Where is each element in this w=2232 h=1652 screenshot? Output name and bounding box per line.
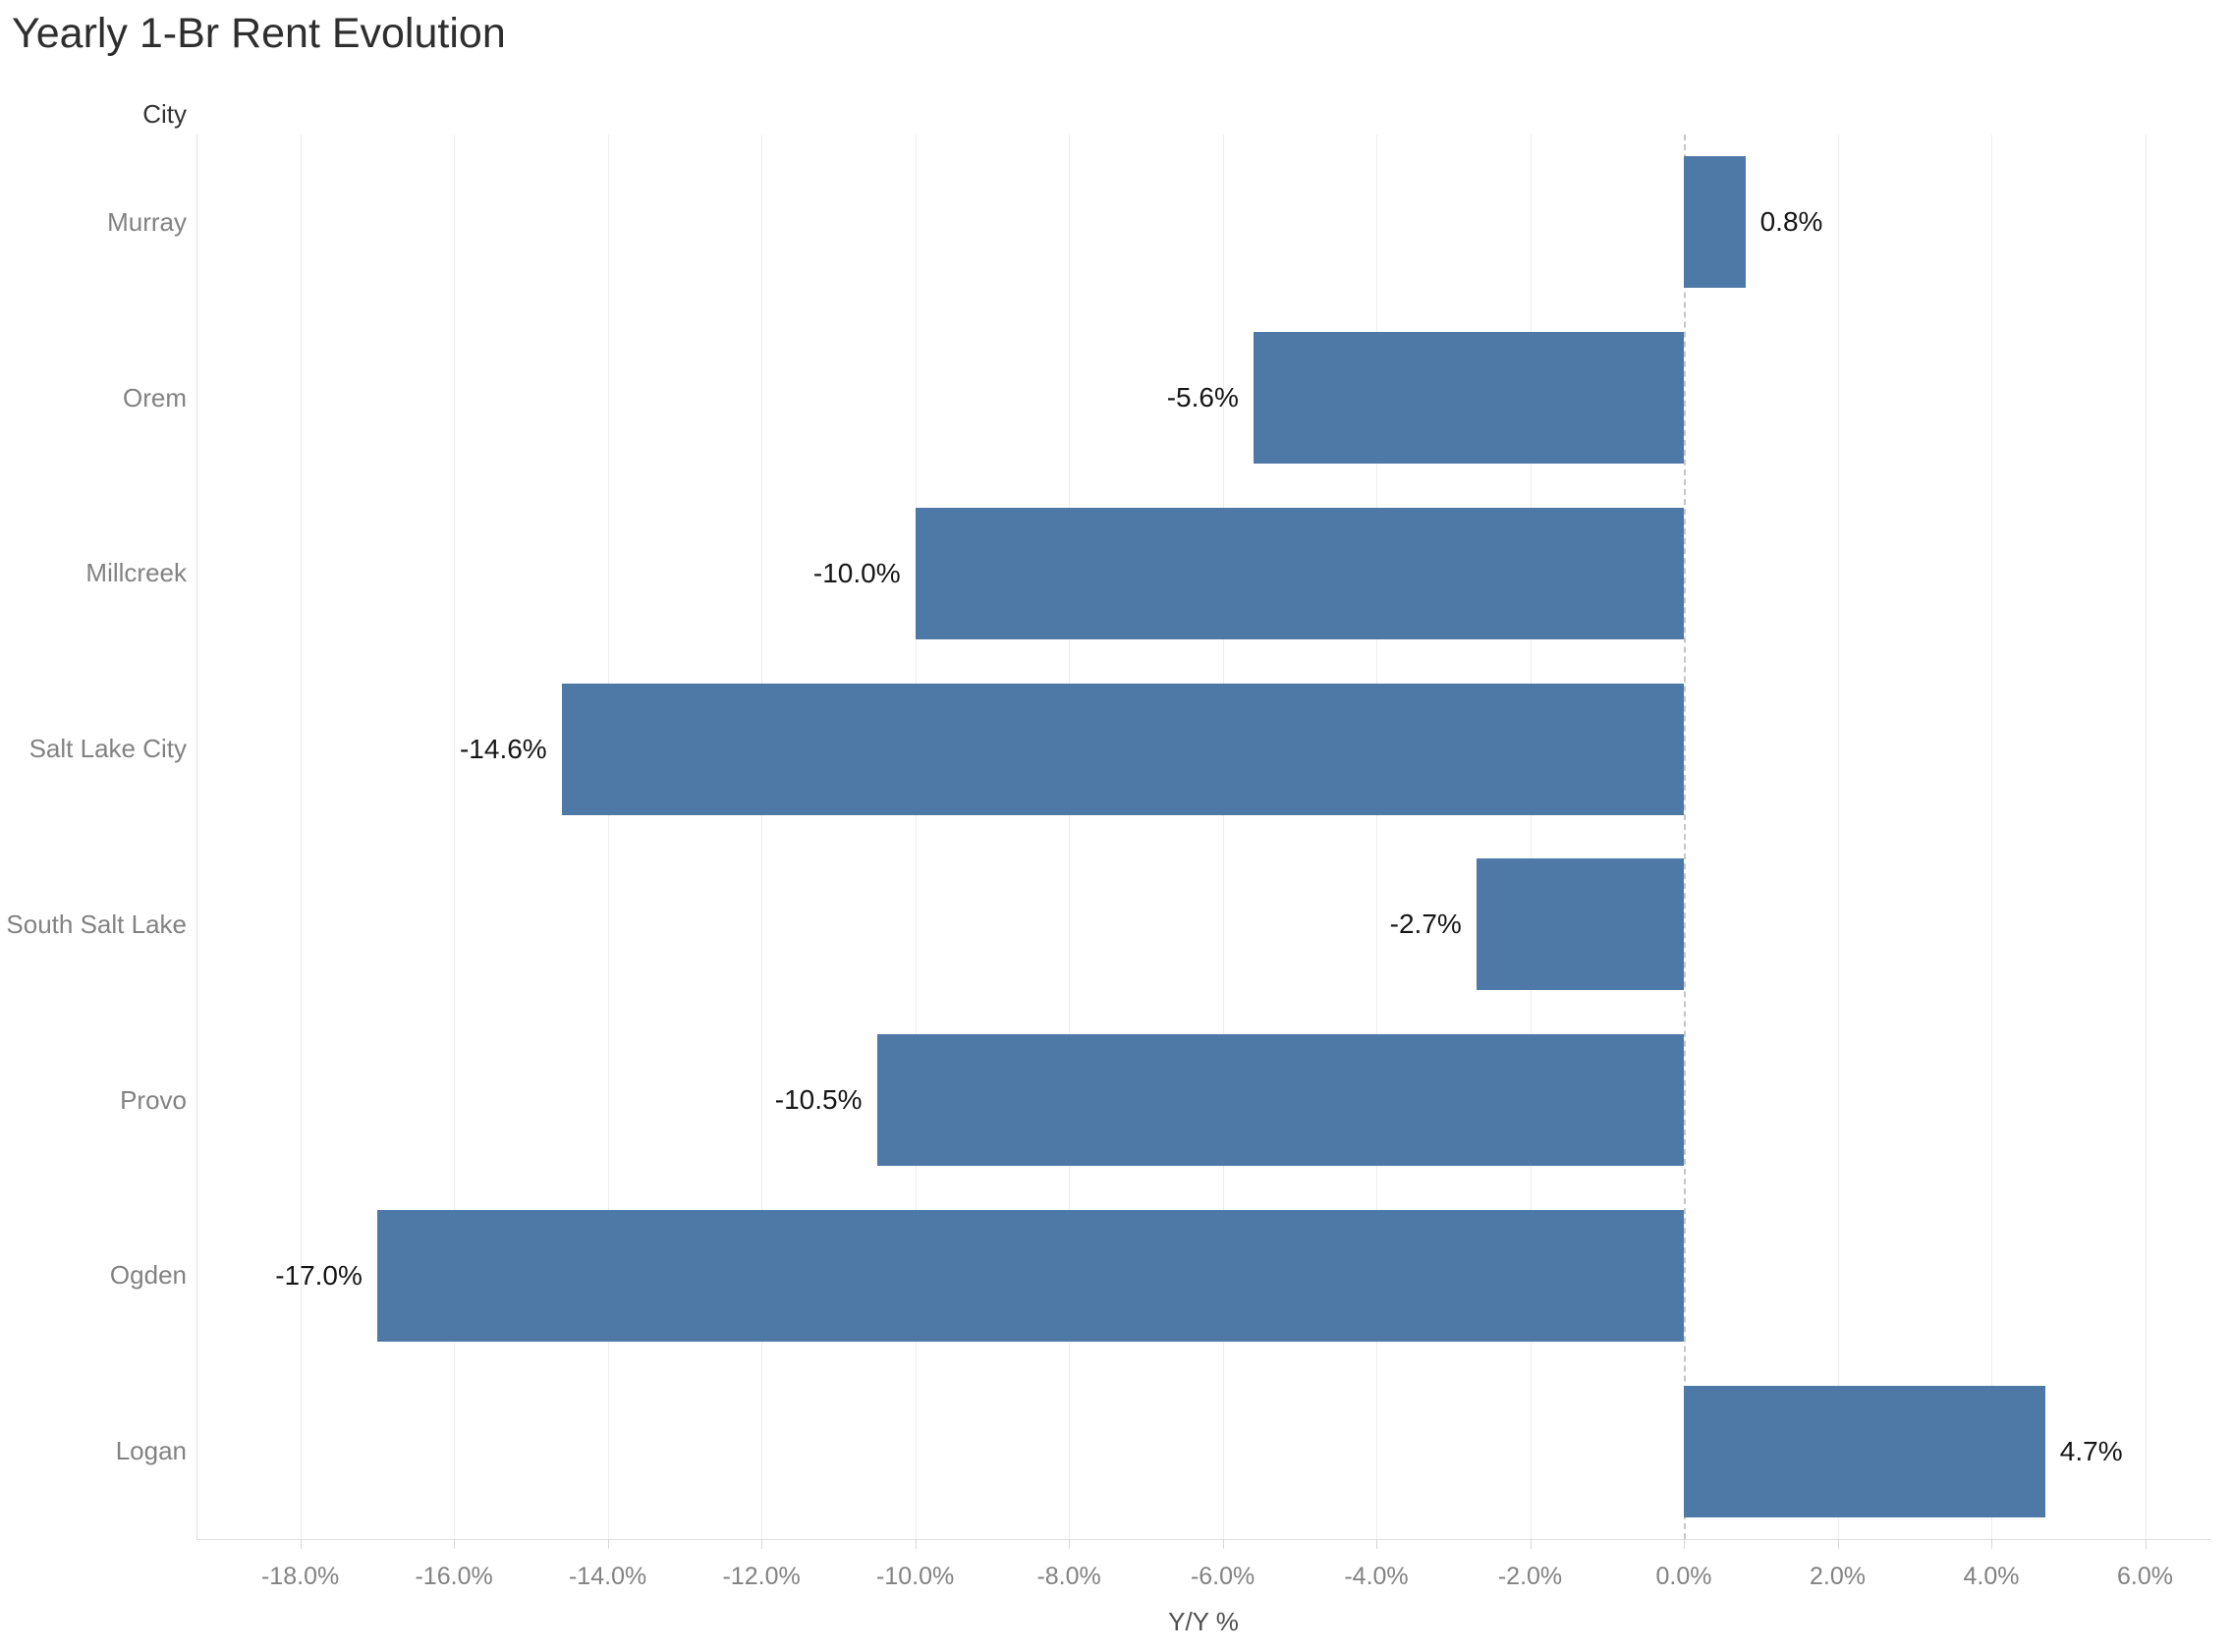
bar-logan[interactable] xyxy=(1684,1385,2045,1517)
gridline-12 xyxy=(761,135,763,1539)
x-tick-mark-8 xyxy=(1069,1539,1071,1549)
x-tick-label-2: 2.0% xyxy=(1810,1563,1866,1590)
x-tick-label-8: -8.0% xyxy=(1036,1563,1101,1590)
bar-ogden[interactable] xyxy=(376,1209,1685,1342)
x-tick-mark-4 xyxy=(1376,1539,1377,1549)
x-tick-label-18: -18.0% xyxy=(260,1563,340,1590)
x-axis-title: Y/Y % xyxy=(1168,1607,1239,1636)
x-tick-label-12: -12.0% xyxy=(722,1563,801,1590)
x-tick-label-10: -10.0% xyxy=(875,1563,955,1590)
x-tick-label-4: -4.0% xyxy=(1344,1563,1409,1590)
x-tick-mark-6 xyxy=(2145,1539,2147,1549)
bar-millcreek[interactable] xyxy=(915,507,1684,639)
x-tick-label-4: 4.0% xyxy=(1963,1563,2020,1590)
city-label-salt-lake-city: Salt Lake City xyxy=(28,734,187,764)
x-tick-label-6: -6.0% xyxy=(1190,1563,1256,1590)
x-tick-label-6: 6.0% xyxy=(2117,1563,2173,1590)
bar-salt-lake-city[interactable] xyxy=(561,683,1685,815)
gridline-6 xyxy=(1222,135,1224,1539)
x-tick-mark-10 xyxy=(915,1539,917,1549)
gridline-14 xyxy=(607,135,609,1539)
bar-murray[interactable] xyxy=(1684,156,1746,289)
city-label-provo: Provo xyxy=(120,1084,187,1115)
x-tick-label-14: -14.0% xyxy=(568,1563,647,1590)
value-label-orem: -5.6% xyxy=(1166,382,1239,413)
city-label-logan: Logan xyxy=(115,1436,187,1466)
x-tick-mark-18 xyxy=(300,1539,302,1549)
value-label-ogden: -17.0% xyxy=(275,1259,363,1291)
x-tick-mark-14 xyxy=(607,1539,609,1549)
value-label-south-salt-lake: -2.7% xyxy=(1389,909,1462,940)
x-tick-label-16: -16.0% xyxy=(415,1563,493,1590)
zero-reference-line xyxy=(1684,135,1686,1539)
gridline-18 xyxy=(300,135,302,1539)
value-label-logan: 4.7% xyxy=(2059,1435,2123,1466)
bar-south-salt-lake[interactable] xyxy=(1476,858,1685,991)
x-tick-mark-2 xyxy=(1837,1539,1839,1549)
value-label-millcreek: -10.0% xyxy=(812,557,901,588)
x-axis-line xyxy=(196,1539,2210,1540)
x-tick-mark-6 xyxy=(1222,1539,1224,1549)
x-tick-label-0: 0.0% xyxy=(1655,1563,1712,1590)
city-label-millcreek: Millcreek xyxy=(85,558,187,588)
x-tick-mark-0 xyxy=(1684,1539,1685,1549)
plot-area: 0.8% -5.6% -10.0% -14.6% -2.7% -10.5% -17.0% 4.… xyxy=(196,135,2210,1539)
x-tick-mark-12 xyxy=(761,1539,763,1549)
gridline-2 xyxy=(1837,135,1839,1539)
chart-title: Yearly 1-Br Rent Evolution xyxy=(12,10,506,57)
gridline-4 xyxy=(1376,135,1377,1539)
gridline-4 xyxy=(1991,135,1992,1539)
value-label-murray: 0.8% xyxy=(1759,206,1823,238)
city-label-south-salt-lake: South Salt Lake xyxy=(6,909,187,939)
gridline-6 xyxy=(2145,135,2147,1539)
city-label-orem: Orem xyxy=(123,382,187,413)
x-tick-mark-2 xyxy=(1530,1539,1532,1549)
value-label-salt-lake-city: -14.6% xyxy=(459,733,547,764)
x-tick-mark-4 xyxy=(1991,1539,1992,1549)
city-label-murray: Murray xyxy=(107,206,187,237)
x-tick-mark-16 xyxy=(454,1539,456,1549)
y-axis-field-label: City xyxy=(142,99,187,129)
value-label-provo: -10.5% xyxy=(774,1084,863,1116)
bar-provo[interactable] xyxy=(876,1034,1685,1167)
x-tick-label-2: -2.0% xyxy=(1497,1563,1563,1590)
gridline-8 xyxy=(1069,135,1071,1539)
gridline-16 xyxy=(454,135,456,1539)
y-axis-line xyxy=(196,135,197,1539)
gridline-10 xyxy=(915,135,917,1539)
bar-orem[interactable] xyxy=(1253,332,1685,465)
city-label-ogden: Ogden xyxy=(109,1260,187,1291)
gridline-2 xyxy=(1530,135,1532,1539)
